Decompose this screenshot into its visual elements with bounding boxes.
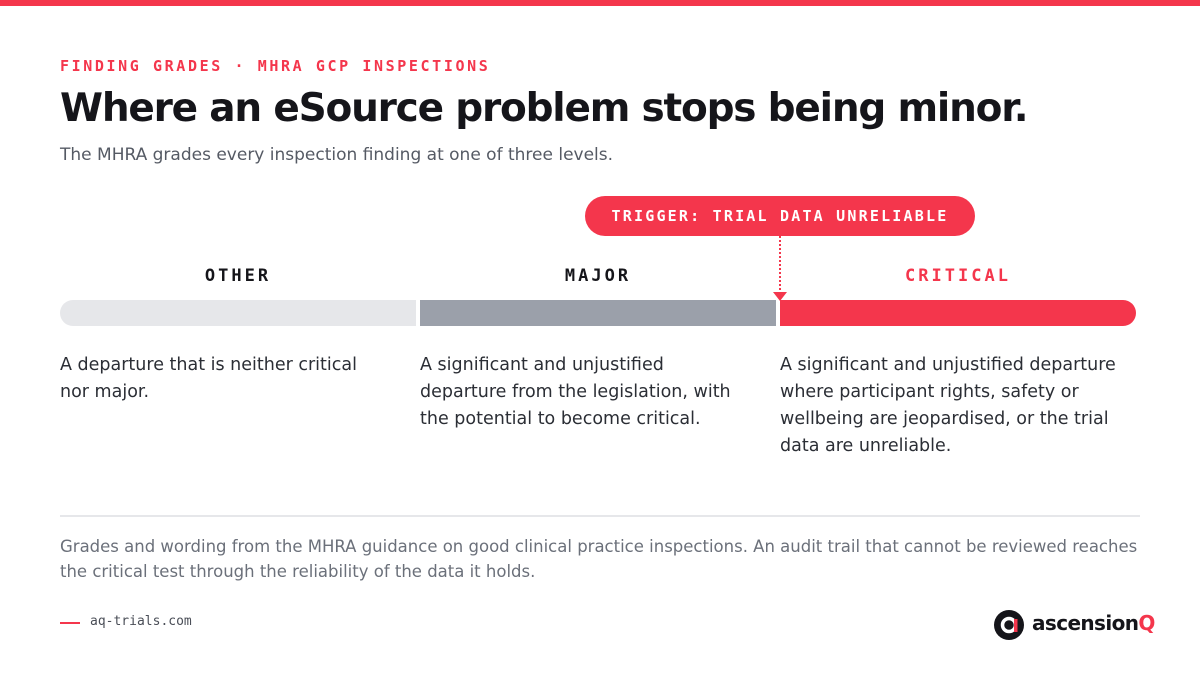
grade-bar: [420, 300, 776, 326]
grade-label: OTHER: [204, 266, 272, 286]
grade-bar: [60, 300, 416, 326]
eyebrow: FINDING GRADES · MHRA GCP INSPECTIONS: [60, 57, 491, 75]
logo-icon: [994, 610, 1024, 640]
divider: [60, 515, 1140, 517]
trigger-pill: TRIGGER: TRIAL DATA UNRELIABLE: [585, 196, 975, 236]
footer-rule: [60, 622, 80, 624]
grade-description: A significant and unjustified departure …: [420, 355, 731, 429]
brand-mark: Q: [1138, 611, 1155, 635]
brand-name: ascension: [1032, 611, 1139, 635]
subtitle: The MHRA grades every inspection finding…: [60, 145, 614, 165]
footnote: Grades and wording from the MHRA guidanc…: [60, 537, 1138, 581]
footer-url: aq-trials.com: [90, 614, 192, 629]
top-bar: [0, 0, 1200, 6]
brand: ascensionQ: [1032, 611, 1155, 635]
trigger-line: [779, 236, 781, 294]
grade-description: A significant and unjustified departure …: [780, 355, 1116, 456]
grade-description: A departure that is neither critical nor…: [60, 355, 357, 402]
title: Where an eSource problem stops being min…: [60, 86, 1029, 131]
trigger-arrow: [773, 292, 787, 301]
grade-bar: [780, 300, 1136, 326]
grade-label: MAJOR: [564, 266, 632, 286]
grade-label: CRITICAL: [905, 266, 1011, 286]
